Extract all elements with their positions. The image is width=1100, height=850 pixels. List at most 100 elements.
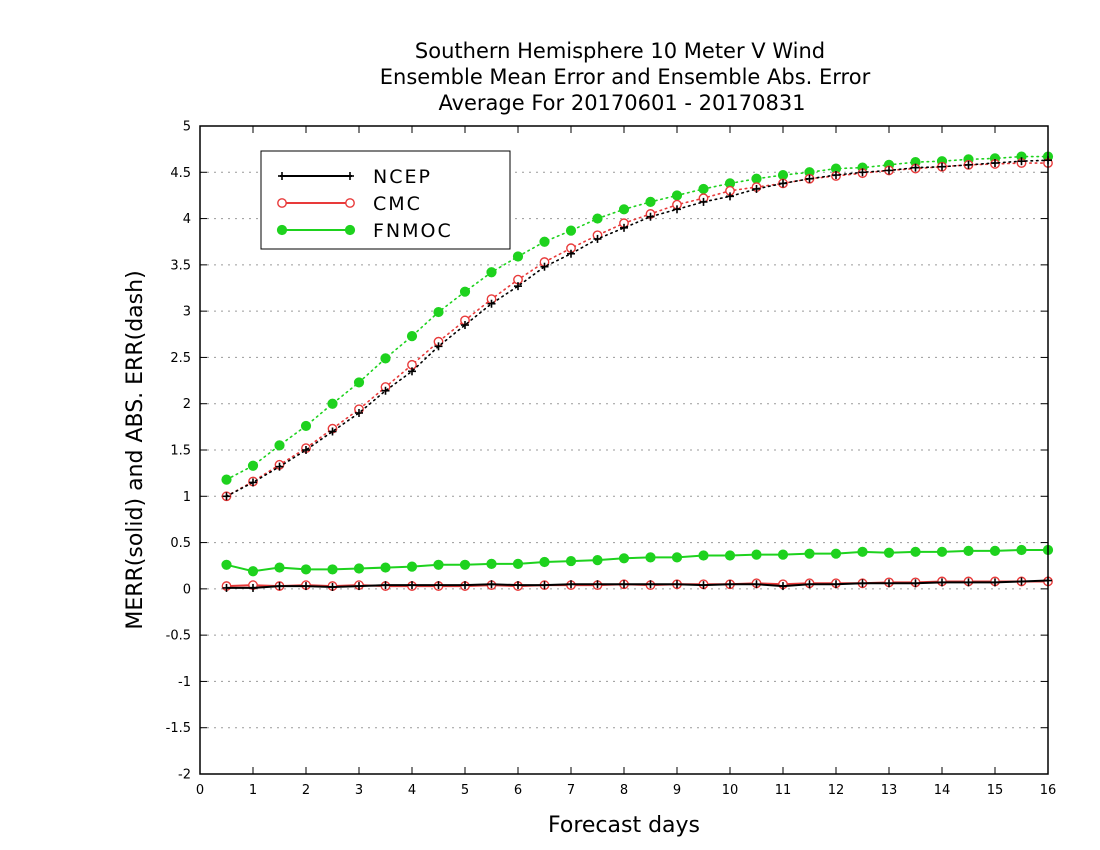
- series-ncep-abs-err-point: [302, 446, 310, 454]
- x-tick-label: 0: [196, 783, 204, 798]
- series-ncep-abs-err-point: [620, 223, 628, 232]
- series-fnmoc-mean-err-point: [910, 546, 921, 557]
- series-ncep-abs-err-point: [567, 249, 575, 258]
- chart-title-line-1: Southern Hemisphere 10 Meter V Wind: [415, 39, 825, 63]
- y-axis-ticks: -2 -1.5 -1 -0.5 0 0.5 1 1.5 2 2.5 3 3.5 4 4.5 5: [166, 120, 1048, 783]
- x-tick-label: 12: [828, 783, 845, 798]
- series-fnmoc-mean-err-point: [406, 561, 418, 572]
- series-ncep-abs-err-point: [699, 197, 708, 206]
- legend: NCEP CMC FNMOC: [260, 150, 511, 250]
- series-ncep-abs-err-point: [858, 168, 867, 177]
- x-tick-label: 9: [673, 783, 681, 798]
- series-ncep-mean-err-point: [752, 580, 761, 589]
- x-axis-title: Forecast days: [548, 813, 700, 838]
- series-fnmoc-abs-err-point: [247, 460, 259, 471]
- series-ncep-mean-err-point: [938, 578, 946, 587]
- chart-title-line-3: Average For 20170601 - 20170831: [438, 91, 805, 115]
- series-ncep-mean-err-point: [540, 581, 549, 590]
- series-fnmoc-mean-err-line: [226, 548, 1048, 573]
- series-fnmoc-mean-err-point: [300, 564, 312, 575]
- series-fnmoc-mean-err-point: [645, 552, 656, 563]
- series-ncep-abs-err-point: [911, 163, 920, 172]
- series-ncep-abs-err-point: [381, 386, 390, 395]
- data-series: [221, 151, 1054, 592]
- series-ncep-mean-err-point: [646, 580, 655, 589]
- series-ncep-abs-err-point: [408, 367, 416, 376]
- series-ncep-mean-err-point: [355, 582, 363, 591]
- series-ncep-mean-err-line: [226, 579, 1049, 589]
- y-tick-label: 2: [183, 397, 191, 412]
- series-fnmoc-mean-err-point: [883, 547, 895, 558]
- x-tick-label: 15: [987, 783, 1004, 798]
- series-ncep-mean-err-point: [779, 582, 787, 591]
- x-tick-label: 14: [934, 783, 951, 798]
- y-axis-title: MERR(solid) and ABS. ERR(dash): [123, 270, 148, 629]
- series-ncep: [222, 156, 1052, 592]
- series-ncep-mean-err-point: [726, 580, 734, 589]
- series-ncep-mean-err-point: [673, 580, 681, 589]
- x-tick-label: 5: [461, 783, 469, 798]
- series-fnmoc-mean-err-point: [751, 549, 762, 560]
- series-fnmoc-mean-err-point: [221, 559, 232, 570]
- series-ncep-abs-err-point: [1017, 157, 1026, 166]
- series-ncep-mean-err-point: [620, 580, 628, 589]
- series-fnmoc-mean-err-point: [539, 556, 550, 568]
- y-tick-label: -2: [178, 768, 191, 783]
- y-tick-label: 0.5: [170, 536, 191, 551]
- series-fnmoc-mean-err-point: [830, 548, 842, 559]
- series-fnmoc-abs-err-point: [221, 474, 232, 485]
- series-ncep-abs-err-point: [779, 179, 787, 188]
- legend-marker-fnmoc-start: [276, 224, 288, 236]
- series-ncep-mean-err-point: [302, 582, 310, 591]
- series-ncep-abs-err-point: [355, 408, 363, 417]
- legend-label-ncep: NCEP: [373, 166, 432, 188]
- series-fnmoc-mean-err-point: [963, 545, 974, 557]
- series-ncep-abs-err-point: [805, 174, 814, 183]
- series-ncep-abs-err-point: [964, 160, 973, 169]
- series-ncep-abs-err-point: [832, 171, 840, 180]
- series-ncep-mean-err-point: [593, 580, 602, 589]
- series-ncep-mean-err-point: [805, 580, 814, 589]
- series-fnmoc-abs-err-point: [300, 420, 312, 432]
- series-fnmoc-abs-err-point: [618, 204, 630, 215]
- series-ncep-mean-err-point: [381, 581, 390, 590]
- series-fnmoc-abs-err-point: [592, 213, 603, 224]
- series-ncep-abs-err-point: [938, 162, 946, 171]
- series-fnmoc-mean-err-point: [592, 555, 603, 566]
- y-tick-label: 5: [183, 120, 191, 135]
- series-ncep-mean-err-point: [885, 579, 893, 588]
- chart-title: Southern Hemisphere 10 Meter V Wind Ense…: [380, 39, 871, 115]
- series-ncep-mean-err-point: [328, 583, 337, 592]
- x-tick-label: 1: [249, 783, 257, 798]
- series-fnmoc-abs-err-point: [512, 251, 524, 262]
- y-tick-label: 3.5: [170, 258, 191, 273]
- series-fnmoc-abs-err-point: [645, 196, 656, 208]
- series-ncep-mean-err-point: [991, 578, 999, 587]
- y-tick-label: -1.5: [166, 721, 191, 736]
- y-tick-label: 4.5: [170, 166, 191, 181]
- x-tick-label: 6: [514, 783, 522, 798]
- series-fnmoc-abs-err-point: [539, 236, 550, 247]
- y-tick-label: 2.5: [170, 351, 191, 366]
- x-tick-label: 8: [620, 783, 628, 798]
- series-fnmoc-mean-err-point: [565, 555, 577, 567]
- series-ncep-abs-err-point: [991, 159, 999, 168]
- series-fnmoc-abs-err-point: [327, 398, 338, 409]
- series-fnmoc-mean-err-point: [512, 558, 524, 569]
- y-tick-label: 3: [183, 305, 191, 320]
- series-fnmoc-mean-err-point: [433, 559, 444, 570]
- y-tick-label: 0: [183, 582, 191, 597]
- grid-lines: [200, 171, 1048, 729]
- chart-title-line-2: Ensemble Mean Error and Ensemble Abs. Er…: [380, 65, 871, 89]
- series-ncep-abs-err-point: [726, 192, 734, 201]
- series-ncep-abs-err-point: [434, 342, 443, 351]
- series-fnmoc: [221, 151, 1054, 577]
- series-fnmoc-abs-err-point: [380, 353, 391, 364]
- x-tick-label: 13: [881, 783, 898, 798]
- series-fnmoc-mean-err-point: [618, 553, 630, 564]
- series-ncep-mean-err-point: [461, 581, 469, 590]
- series-fnmoc-abs-err-point: [671, 190, 683, 201]
- series-fnmoc-mean-err-point: [777, 549, 789, 560]
- series-ncep-mean-err-point: [567, 580, 575, 589]
